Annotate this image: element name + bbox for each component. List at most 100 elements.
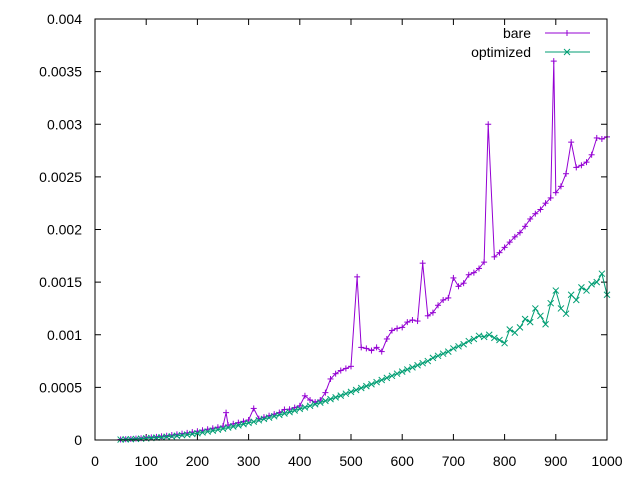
data-point-bare	[522, 223, 529, 230]
data-point-optimized	[122, 436, 130, 443]
data-point-optimized	[465, 337, 473, 345]
y-tick-label: 0.0025	[39, 169, 82, 185]
data-point-optimized	[291, 407, 299, 414]
legend: bare optimized	[471, 25, 590, 60]
data-point-optimized	[296, 405, 304, 413]
data-point-bare	[153, 433, 160, 440]
data-point-bare	[332, 370, 339, 377]
x-tick-label: 900	[544, 453, 568, 469]
data-point-bare	[223, 409, 230, 416]
data-point-bare	[383, 335, 390, 342]
data-point-bare	[348, 363, 354, 370]
legend-marker-optimized	[563, 48, 571, 56]
data-point-optimized	[444, 348, 452, 355]
data-point-optimized	[378, 376, 386, 384]
data-point-optimized	[496, 336, 503, 344]
data-point-optimized	[250, 418, 258, 426]
data-point-optimized	[526, 318, 534, 326]
data-point-bare	[445, 294, 452, 301]
x-tick-label: 0	[91, 453, 99, 469]
data-point-bare	[593, 134, 600, 141]
data-point-optimized	[439, 350, 447, 358]
y-tick-label: 0.002	[47, 222, 82, 238]
data-point-bare	[547, 194, 554, 201]
data-point-bare	[476, 265, 482, 272]
data-point-optimized	[506, 326, 514, 333]
data-point-bare	[598, 135, 605, 142]
data-point-optimized	[485, 331, 493, 339]
data-point-bare	[291, 404, 298, 411]
data-point-optimized	[414, 361, 421, 369]
series-bare	[117, 58, 610, 443]
data-point-optimized	[357, 384, 365, 392]
x-tick-label: 300	[237, 453, 261, 469]
data-point-optimized	[245, 419, 252, 427]
data-point-bare	[537, 206, 544, 213]
data-point-optimized	[209, 427, 217, 434]
data-point-bare	[568, 139, 575, 146]
data-point-optimized	[301, 404, 309, 411]
data-point-bare	[557, 183, 564, 190]
data-point-bare	[491, 253, 498, 260]
data-point-optimized	[368, 380, 375, 388]
data-point-bare	[435, 302, 442, 309]
y-tick-label: 0	[74, 432, 82, 448]
data-point-optimized	[537, 312, 544, 320]
data-point-bare	[301, 392, 308, 399]
data-point-bare	[414, 318, 421, 325]
data-point-optimized	[204, 428, 211, 435]
data-point-optimized	[521, 315, 529, 323]
data-point-bare	[450, 274, 457, 281]
data-point-optimized	[286, 408, 293, 416]
data-point-bare	[440, 297, 447, 304]
data-point-optimized	[311, 400, 319, 408]
data-point-optimized	[306, 402, 314, 410]
data-point-optimized	[450, 345, 457, 352]
data-point-bare	[163, 432, 170, 439]
data-point-optimized	[388, 372, 396, 380]
data-point-optimized	[316, 399, 324, 406]
data-point-bare	[240, 418, 247, 425]
data-point-bare	[296, 402, 303, 409]
data-point-optimized	[398, 368, 406, 375]
data-point-optimized	[475, 332, 483, 340]
data-series	[117, 58, 611, 443]
data-point-optimized	[531, 305, 539, 312]
data-point-optimized	[219, 425, 227, 432]
data-point-bare	[578, 162, 585, 169]
data-point-optimized	[322, 397, 329, 405]
data-point-optimized	[583, 287, 590, 294]
data-point-bare	[573, 164, 580, 171]
data-point-optimized	[229, 423, 237, 430]
data-point-optimized	[214, 426, 222, 434]
data-point-bare	[286, 406, 293, 413]
data-point-optimized	[480, 333, 488, 341]
data-point-bare	[552, 189, 559, 196]
data-point-optimized	[260, 415, 268, 423]
data-point-bare	[245, 417, 252, 424]
y-tick-label: 0.0035	[39, 64, 82, 80]
y-tick-label: 0.003	[47, 116, 82, 132]
data-point-optimized	[363, 382, 370, 390]
data-point-optimized	[429, 354, 437, 362]
legend-label-optimized: optimized	[471, 44, 531, 60]
data-point-optimized	[552, 287, 560, 294]
data-point-optimized	[424, 357, 432, 365]
x-tick-label: 600	[391, 453, 415, 469]
data-point-bare	[481, 259, 488, 266]
data-point-optimized	[470, 335, 478, 343]
data-point-bare	[378, 348, 385, 355]
data-point-bare	[506, 239, 513, 246]
data-point-bare	[409, 317, 416, 324]
x-tick-label: 700	[442, 453, 466, 469]
data-point-bare	[358, 344, 365, 351]
data-point-optimized	[342, 390, 350, 398]
data-point-bare	[583, 159, 590, 166]
data-point-optimized	[567, 291, 575, 299]
data-point-optimized	[255, 416, 263, 424]
data-point-optimized	[491, 334, 498, 342]
plot-frame	[94, 18, 608, 441]
y-tick-label: 0.0015	[39, 274, 82, 290]
data-point-optimized	[127, 435, 135, 443]
data-point-optimized	[132, 435, 140, 443]
